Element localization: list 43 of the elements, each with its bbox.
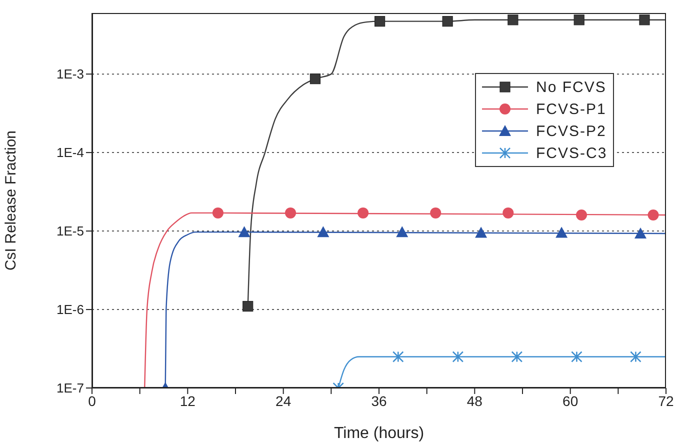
point <box>475 226 488 238</box>
x-tick-label: 36 <box>371 392 387 409</box>
point <box>392 351 404 362</box>
x-tick-label: 24 <box>276 392 292 409</box>
point <box>574 14 584 26</box>
point <box>238 226 250 238</box>
point <box>571 351 582 362</box>
point <box>502 207 514 218</box>
point <box>508 14 518 26</box>
point <box>374 16 386 27</box>
point <box>310 74 321 84</box>
point <box>242 300 254 312</box>
point <box>452 351 464 362</box>
point <box>430 207 442 218</box>
point <box>648 210 659 221</box>
x-tick-label: 12 <box>180 392 196 409</box>
point <box>634 228 646 239</box>
x-tick-label: 72 <box>658 392 674 409</box>
point <box>442 16 453 27</box>
y-tick-label: 1E-5 <box>56 224 84 239</box>
x-tick-label: 48 <box>466 392 483 409</box>
point <box>639 14 650 26</box>
legend-label: FCVS-C3 <box>536 144 608 162</box>
y-tick-label: 1E-3 <box>56 66 84 82</box>
point <box>285 207 296 218</box>
point <box>212 207 224 218</box>
point <box>396 226 408 238</box>
point <box>511 351 523 362</box>
x-tick-label: 60 <box>562 392 578 409</box>
y-axis-title: CsI Release Fraction <box>2 130 20 271</box>
y-tick-label: 1E-6 <box>56 302 84 318</box>
y-tick-label: 1E-4 <box>56 145 84 160</box>
point <box>317 226 330 238</box>
y-tick-label: 1E-7 <box>56 380 84 396</box>
point <box>630 351 642 362</box>
legend-label: No FCVS <box>536 78 606 96</box>
x-axis-title: Time (hours) <box>334 425 424 442</box>
point <box>556 226 568 238</box>
legend-label: FCVS-P2 <box>536 122 606 140</box>
x-tick-label: 0 <box>88 392 96 409</box>
point <box>358 207 369 218</box>
legend-label: FCVS-P1 <box>536 100 606 118</box>
point <box>576 210 587 221</box>
